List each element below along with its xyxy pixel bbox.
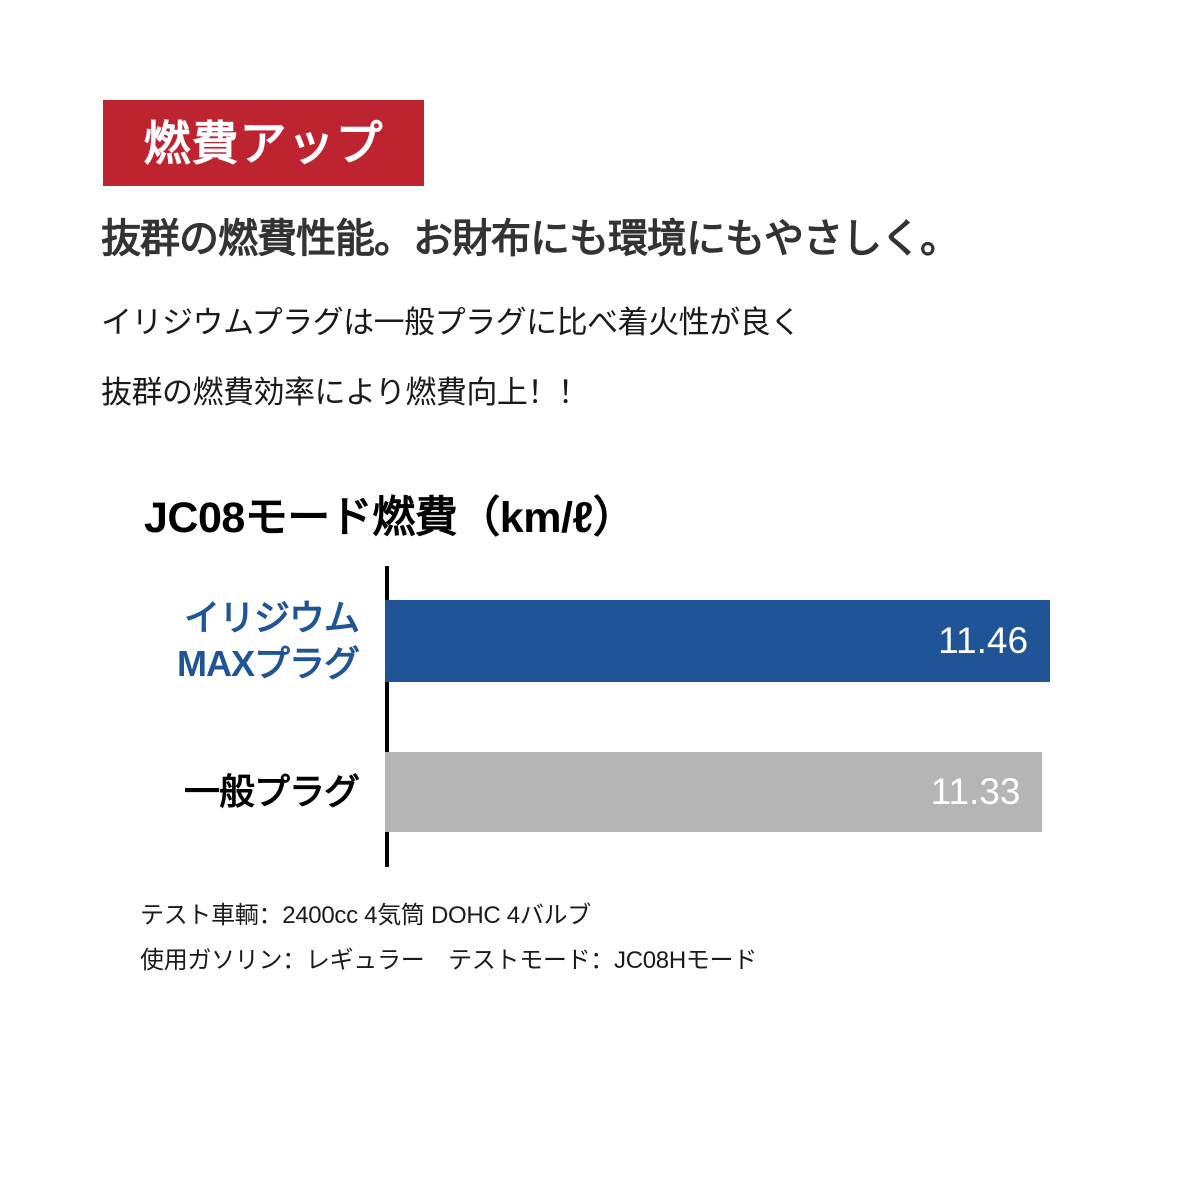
footnote-line-2: 使用ガソリン：レギュラー テストモード：JC08Hモード: [140, 947, 757, 974]
page-title: 抜群の燃費性能。お財布にも環境にもやさしく。: [101, 217, 960, 261]
bar-standard: 11.33: [385, 752, 1043, 832]
chart-row-iridium: イリジウム MAXプラグ 11.46: [130, 597, 1130, 684]
bar-value-standard: 11.33: [930, 771, 1021, 812]
bar-label-iridium-line2: MAXプラグ: [177, 643, 360, 684]
body-line-1: イリジウムプラグは一般プラグに比べ着火性が良く: [101, 305, 801, 340]
bar-label-iridium-line1: イリジウム: [183, 597, 360, 638]
chart-axis-line: [385, 566, 389, 867]
bar-label-standard-line1: 一般プラグ: [183, 771, 360, 812]
bar-value-iridium: 11.46: [938, 620, 1029, 661]
body-copy: イリジウムプラグは一般プラグに比べ着火性が良く 抜群の燃費効率により燃費向上！！: [101, 288, 801, 428]
chart-title: JC08モード燃費（km/ℓ）: [144, 494, 636, 542]
bar-label-standard: 一般プラグ: [130, 769, 385, 815]
footnote-line-1: テスト車輌：2400cc 4気筒 DOHC 4バルブ: [140, 902, 591, 929]
chart-row-standard: 一般プラグ 11.33: [130, 752, 1130, 832]
chart-footnotes: テスト車輌：2400cc 4気筒 DOHC 4バルブ 使用ガソリン：レギュラー …: [140, 893, 757, 983]
bar-track-iridium: 11.46: [385, 600, 1130, 682]
banner-label: 燃費アップ: [143, 116, 384, 170]
bar-iridium: 11.46: [385, 600, 1051, 682]
fuel-economy-banner: 燃費アップ: [103, 100, 424, 186]
body-line-2: 抜群の燃費効率により燃費向上！！: [101, 375, 589, 410]
bar-track-standard: 11.33: [385, 752, 1130, 832]
bar-label-iridium: イリジウム MAXプラグ: [130, 595, 385, 687]
